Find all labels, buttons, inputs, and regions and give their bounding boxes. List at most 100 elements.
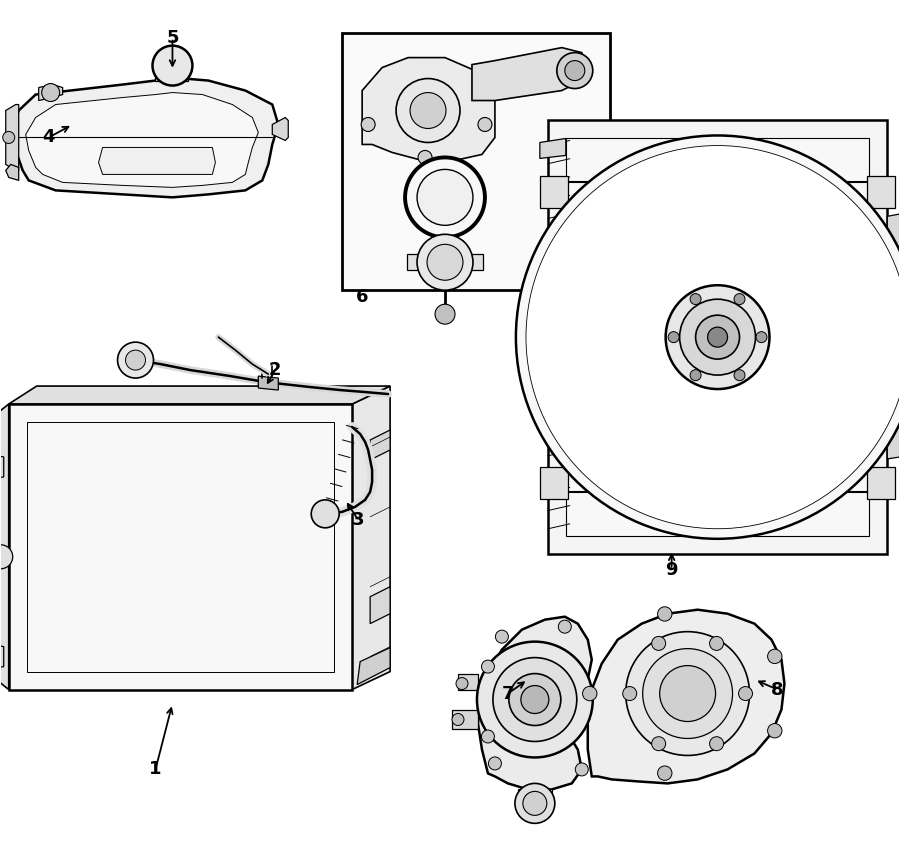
Polygon shape — [370, 587, 390, 624]
Polygon shape — [566, 138, 869, 536]
Polygon shape — [756, 274, 895, 393]
Polygon shape — [717, 373, 848, 521]
Text: 8: 8 — [771, 680, 784, 699]
Polygon shape — [0, 642, 4, 670]
Polygon shape — [362, 57, 495, 161]
Circle shape — [666, 285, 770, 389]
Circle shape — [417, 169, 473, 226]
Circle shape — [456, 678, 468, 690]
Circle shape — [521, 685, 549, 713]
Polygon shape — [540, 467, 568, 498]
Text: 4: 4 — [42, 129, 55, 147]
Circle shape — [311, 500, 339, 528]
Polygon shape — [9, 404, 352, 690]
Circle shape — [396, 78, 460, 142]
Circle shape — [152, 45, 193, 86]
Circle shape — [709, 637, 724, 650]
Text: 1: 1 — [149, 760, 162, 778]
Bar — [342, 33, 609, 290]
Circle shape — [680, 299, 755, 375]
Polygon shape — [357, 647, 390, 685]
Polygon shape — [548, 120, 887, 554]
Circle shape — [508, 674, 561, 726]
Circle shape — [477, 642, 593, 758]
Polygon shape — [740, 355, 898, 480]
Circle shape — [626, 632, 750, 755]
Text: 2: 2 — [269, 361, 282, 379]
Polygon shape — [452, 710, 478, 729]
Polygon shape — [540, 177, 568, 208]
Text: 7: 7 — [501, 685, 514, 702]
Circle shape — [0, 545, 13, 568]
Circle shape — [495, 630, 508, 643]
Polygon shape — [750, 189, 896, 331]
Polygon shape — [868, 467, 896, 498]
Polygon shape — [636, 372, 756, 519]
Circle shape — [558, 621, 572, 633]
Circle shape — [768, 723, 782, 738]
Polygon shape — [518, 790, 552, 793]
Circle shape — [756, 332, 767, 343]
Text: 3: 3 — [352, 511, 365, 529]
Polygon shape — [156, 71, 188, 81]
Polygon shape — [0, 453, 4, 481]
Circle shape — [652, 737, 666, 751]
Circle shape — [417, 234, 473, 290]
Circle shape — [690, 294, 701, 305]
Circle shape — [516, 136, 900, 539]
Circle shape — [482, 660, 494, 673]
Circle shape — [118, 342, 154, 378]
Circle shape — [734, 294, 745, 305]
Circle shape — [489, 757, 501, 770]
Circle shape — [643, 648, 733, 738]
Polygon shape — [887, 210, 900, 248]
Circle shape — [427, 244, 463, 280]
Circle shape — [41, 83, 59, 102]
Circle shape — [658, 766, 672, 781]
Circle shape — [452, 713, 464, 726]
Polygon shape — [533, 233, 686, 349]
Polygon shape — [407, 254, 483, 270]
Circle shape — [690, 370, 701, 381]
Circle shape — [410, 93, 446, 129]
Polygon shape — [5, 164, 19, 180]
Polygon shape — [458, 674, 478, 690]
Polygon shape — [39, 84, 63, 100]
Circle shape — [478, 118, 492, 131]
Circle shape — [526, 146, 900, 529]
Polygon shape — [352, 386, 390, 690]
Circle shape — [361, 118, 375, 131]
Polygon shape — [532, 331, 680, 447]
Circle shape — [575, 763, 589, 776]
Circle shape — [707, 328, 727, 347]
Circle shape — [515, 783, 554, 823]
Polygon shape — [629, 154, 748, 297]
Circle shape — [3, 131, 14, 143]
Circle shape — [405, 157, 485, 237]
Text: 6: 6 — [356, 288, 368, 306]
Circle shape — [623, 686, 636, 701]
Polygon shape — [5, 104, 19, 170]
Circle shape — [658, 607, 672, 621]
Circle shape — [696, 315, 740, 359]
Polygon shape — [478, 616, 592, 790]
Circle shape — [660, 665, 716, 722]
Polygon shape — [26, 93, 258, 188]
Circle shape — [768, 649, 782, 663]
Circle shape — [668, 332, 680, 343]
Polygon shape — [273, 118, 288, 141]
Circle shape — [709, 737, 724, 751]
Polygon shape — [370, 430, 390, 460]
Polygon shape — [540, 138, 566, 158]
Circle shape — [565, 61, 585, 81]
Circle shape — [482, 730, 494, 743]
Circle shape — [493, 658, 577, 742]
Circle shape — [418, 151, 432, 164]
Polygon shape — [11, 77, 278, 197]
Polygon shape — [472, 48, 585, 100]
Polygon shape — [9, 386, 390, 404]
Polygon shape — [99, 147, 215, 174]
Polygon shape — [730, 152, 842, 310]
Circle shape — [652, 637, 666, 650]
Circle shape — [557, 52, 593, 88]
